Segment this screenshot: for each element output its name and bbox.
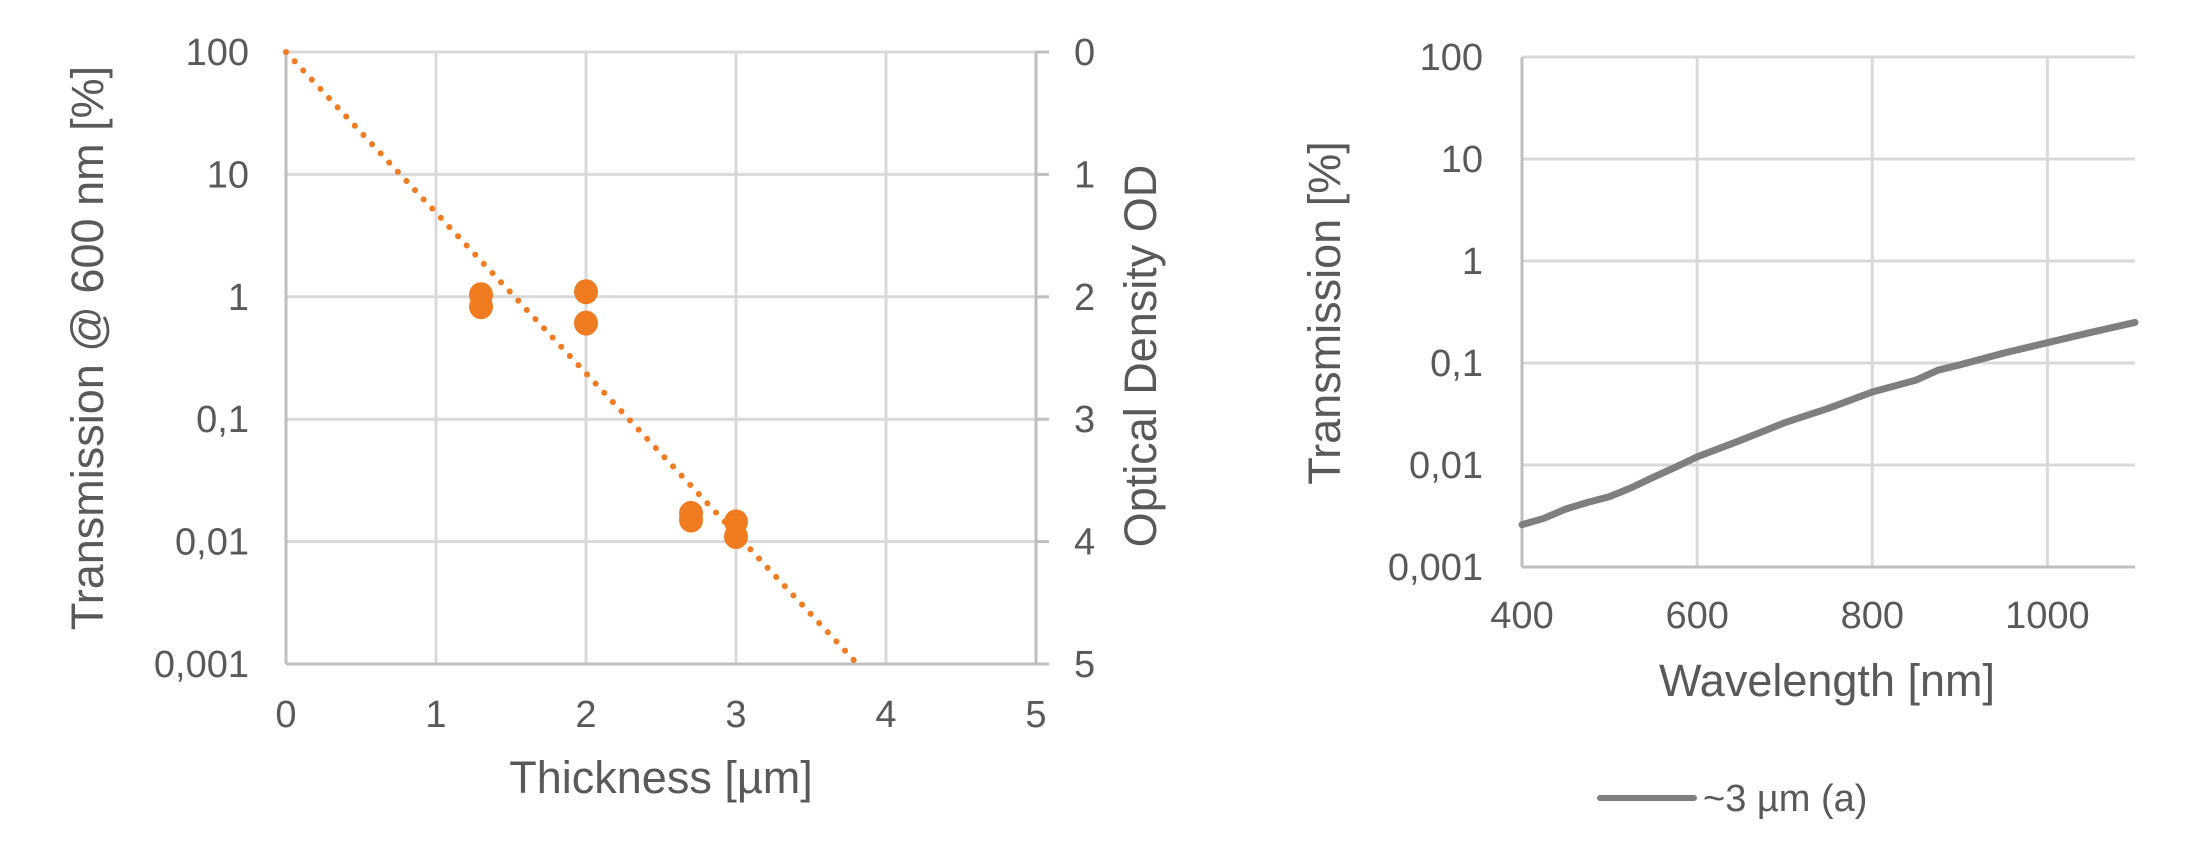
legend-label: ~3 µm (a) (1703, 778, 1867, 820)
y-tick-label: 100 (186, 32, 249, 74)
y2-tick-label: 2 (1074, 277, 1095, 319)
transmission-curve (1518, 318, 2139, 529)
right-x-axis-title: Wavelength [nm] (1659, 655, 1995, 706)
data-point (574, 310, 598, 336)
x-tick-label: 1000 (2005, 595, 2090, 637)
y-tick-label: 1 (1462, 241, 1483, 283)
y2-tick-label: 0 (1074, 32, 1095, 74)
x-tick-label: 3 (725, 694, 746, 736)
x-tick-label: 4 (875, 694, 896, 736)
y2-tick-label: 3 (1074, 399, 1095, 441)
right-y-tick-labels: 100 10 1 0,1 0,01 0,001 (1388, 37, 1483, 589)
data-point (469, 294, 493, 320)
x-tick-label: 400 (1490, 595, 1553, 637)
trendline-dotted (283, 49, 861, 667)
y-tick-label: 10 (207, 154, 249, 196)
legend: ~3 µm (a) (1597, 778, 1867, 820)
data-points (469, 279, 748, 550)
y-tick-label: 0,01 (1409, 445, 1483, 487)
left-axes (284, 50, 1049, 666)
x-tick-label: 0 (275, 694, 296, 736)
y-tick-label: 0,1 (196, 399, 249, 441)
y-tick-label: 100 (1420, 37, 1483, 79)
right-y-axis-title: Transmission [%] (1299, 141, 1350, 484)
x-tick-label: 600 (1665, 595, 1728, 637)
left-y-axis-title: Transmission @ 600 nm [%] (62, 66, 113, 630)
x-tick-label: 2 (575, 694, 596, 736)
secondary-y-tick-labels: 0 1 2 3 4 5 (1074, 32, 1095, 686)
secondary-y-axis-title: Optical Density OD (1115, 165, 1166, 548)
trendline (283, 49, 861, 667)
left-gridlines (286, 50, 1036, 664)
x-tick-label: 1 (425, 694, 446, 736)
y2-tick-label: 4 (1074, 522, 1095, 564)
x-tick-label: 5 (1025, 694, 1046, 736)
y-tick-label: 0,001 (154, 644, 249, 686)
right-axes (1520, 57, 2135, 569)
series-line (1518, 318, 2139, 529)
y-tick-label: 10 (1441, 139, 1483, 181)
x-tick-label: 800 (1841, 595, 1904, 637)
thickness-transmission-chart: 100 10 1 0,1 0,01 0,001 0 1 2 3 4 5 0 1 2 3 4 5 Transmi… (62, 32, 1166, 803)
left-x-axis-title: Thickness [µm] (509, 752, 813, 803)
data-point (574, 279, 598, 305)
right-x-tick-labels: 400 600 800 1000 (1490, 595, 2089, 637)
y2-tick-label: 1 (1074, 154, 1095, 196)
wavelength-transmission-chart: 100 10 1 0,1 0,01 0,001 400 600 800 1000 Transmi… (1299, 37, 2139, 820)
y2-tick-label: 5 (1074, 644, 1095, 686)
data-point (679, 507, 703, 533)
left-x-tick-labels: 0 1 2 3 4 5 (275, 694, 1046, 736)
y-tick-label: 0,001 (1388, 547, 1483, 589)
y-tick-label: 1 (228, 277, 249, 319)
data-point (724, 524, 748, 550)
right-gridlines (1522, 55, 2135, 567)
y-tick-label: 0,01 (175, 522, 249, 564)
left-y-tick-labels: 100 10 1 0,1 0,01 0,001 (154, 32, 249, 686)
y-tick-label: 0,1 (1430, 343, 1483, 385)
